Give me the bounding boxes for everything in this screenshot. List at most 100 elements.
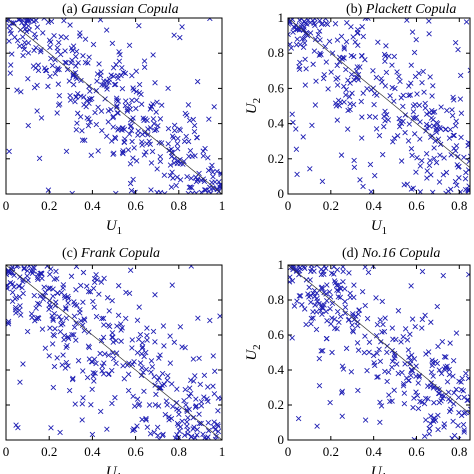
x-axis-label-sub: 1	[382, 225, 388, 237]
data-point	[6, 38, 12, 44]
data-point	[129, 72, 135, 79]
data-point	[290, 119, 296, 126]
data-point	[120, 363, 126, 369]
data-point	[349, 322, 355, 328]
data-point	[143, 349, 149, 356]
data-point	[135, 128, 141, 134]
data-point	[408, 372, 414, 379]
data-point	[51, 332, 58, 339]
data-point	[156, 355, 162, 361]
data-point	[71, 332, 77, 338]
panel-title-text: No.16 Copula	[361, 246, 441, 261]
data-point	[143, 415, 149, 422]
data-point	[420, 68, 426, 75]
data-point	[35, 271, 41, 278]
data-point	[348, 71, 355, 78]
data-point	[324, 318, 330, 324]
x-tick-label: 0.8	[451, 198, 467, 213]
y-tick-label: 1	[278, 10, 285, 25]
data-point	[301, 265, 308, 272]
data-point	[110, 113, 117, 120]
data-point	[310, 61, 316, 67]
data-point	[382, 315, 388, 321]
data-point	[71, 313, 78, 319]
data-point	[208, 165, 214, 172]
data-point	[11, 284, 17, 290]
data-point	[469, 434, 470, 440]
data-point	[155, 122, 161, 129]
data-point	[99, 315, 105, 322]
data-point	[324, 335, 330, 342]
data-point	[60, 321, 66, 327]
y-axis-label-sub: 2	[251, 344, 263, 350]
data-point	[56, 92, 63, 99]
data-point	[81, 316, 87, 322]
data-point	[430, 385, 437, 391]
data-point	[97, 72, 104, 79]
data-point	[400, 383, 407, 389]
data-point	[412, 323, 418, 330]
x-tick-label: 0.8	[171, 198, 187, 213]
data-point	[84, 283, 90, 289]
data-point	[131, 145, 137, 151]
data-point	[402, 326, 409, 332]
data-point	[343, 87, 349, 93]
data-point	[196, 170, 202, 177]
data-point	[88, 402, 94, 408]
data-point	[417, 119, 423, 125]
data-point	[159, 432, 166, 439]
data-point	[177, 324, 184, 330]
data-point	[185, 102, 192, 108]
data-point	[22, 26, 28, 32]
data-point	[63, 148, 70, 155]
data-point	[151, 373, 157, 380]
data-point	[433, 129, 440, 135]
data-point	[49, 341, 56, 347]
data-point	[20, 43, 27, 50]
data-point	[417, 163, 424, 169]
data-point	[365, 269, 372, 276]
data-point	[109, 40, 116, 47]
data-point	[439, 338, 446, 345]
data-point	[324, 282, 330, 288]
data-point	[69, 190, 75, 194]
data-point	[70, 72, 77, 78]
data-point	[6, 23, 13, 29]
data-point	[419, 316, 426, 323]
data-point	[205, 420, 212, 426]
data-point	[353, 313, 359, 319]
data-point	[171, 160, 177, 166]
data-point	[12, 307, 19, 313]
x-tick-label: 0.6	[127, 198, 144, 213]
data-point	[439, 392, 445, 399]
data-point	[303, 66, 309, 72]
data-point	[186, 406, 192, 413]
data-point	[137, 360, 144, 366]
data-point	[92, 370, 98, 376]
data-point	[38, 270, 45, 276]
data-point	[133, 158, 140, 164]
data-point	[114, 323, 120, 329]
data-point	[410, 404, 416, 411]
data-point	[382, 108, 388, 115]
data-point	[121, 376, 128, 382]
data-point	[196, 411, 202, 417]
data-point	[451, 132, 457, 139]
data-point	[169, 169, 175, 175]
data-point	[423, 151, 430, 157]
data-point	[54, 355, 60, 361]
data-point	[36, 301, 42, 307]
x-tick-label: 0.6	[408, 444, 425, 459]
data-point	[453, 118, 459, 124]
data-point	[404, 337, 411, 343]
data-point	[450, 418, 456, 425]
data-point	[159, 102, 165, 108]
data-point	[165, 373, 171, 379]
data-point	[334, 267, 341, 273]
data-point	[37, 49, 44, 55]
data-point	[167, 162, 174, 168]
data-point	[184, 423, 190, 429]
data-point	[94, 71, 101, 77]
data-point	[304, 21, 310, 27]
